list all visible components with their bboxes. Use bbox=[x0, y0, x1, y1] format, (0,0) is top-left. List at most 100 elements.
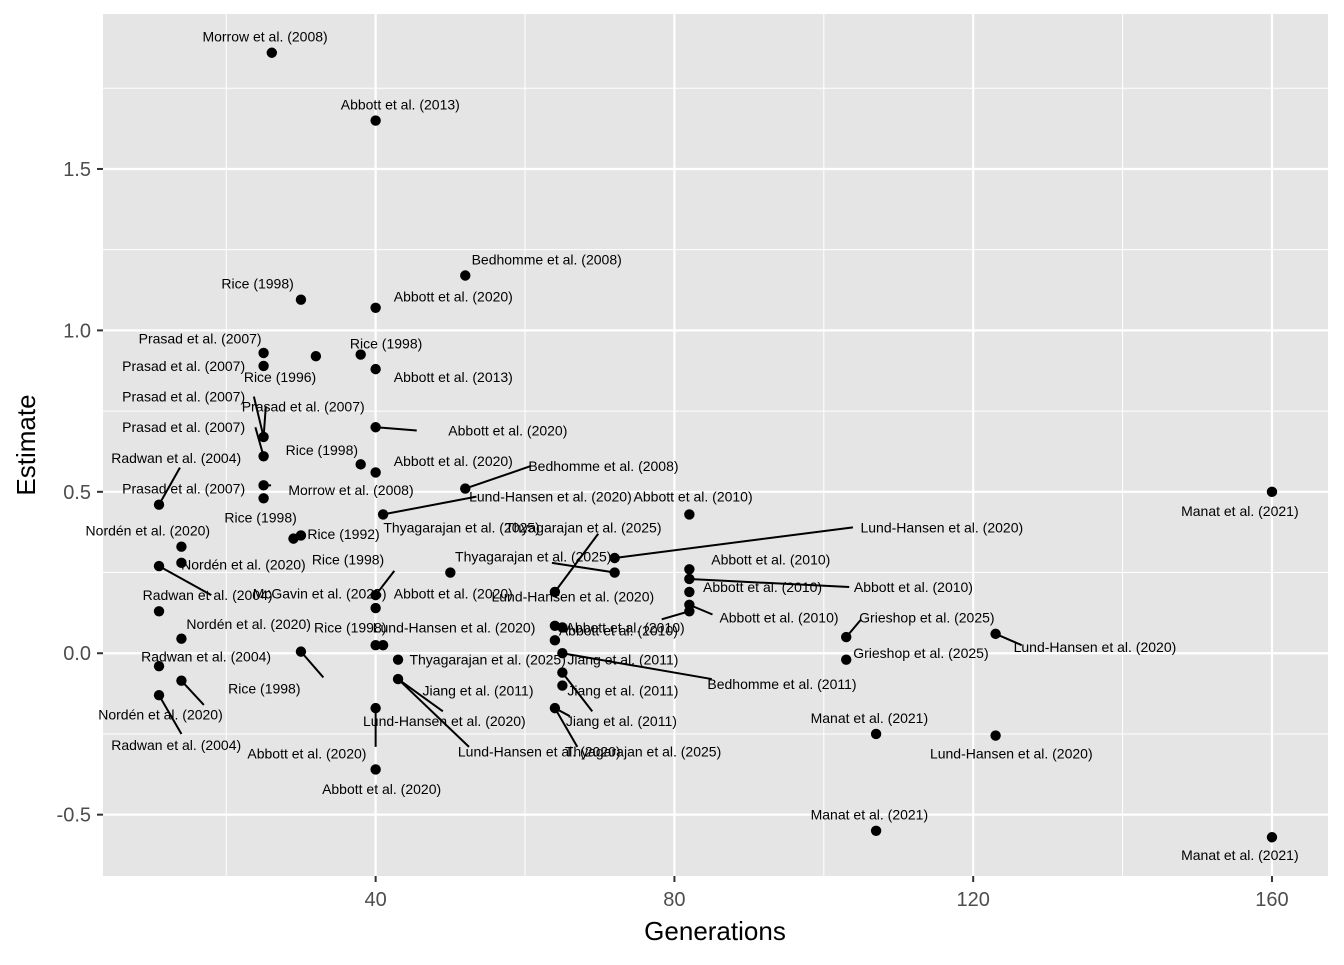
data-point bbox=[684, 573, 695, 585]
data-point-label: Radwan et al. (2004) bbox=[111, 737, 241, 753]
label-connector-line bbox=[562, 652, 712, 681]
data-point-label: Rice (1998) bbox=[286, 442, 358, 458]
data-point bbox=[460, 483, 471, 494]
label-connector-line bbox=[554, 533, 600, 593]
data-point-label: Abbott et al. (2013) bbox=[394, 369, 513, 385]
data-point bbox=[370, 639, 381, 651]
y-tick-label: 1.5 bbox=[63, 159, 91, 181]
data-point-label: Abbott et al. (2020) bbox=[322, 781, 441, 797]
data-point-label: Abbott et al. (2010) bbox=[711, 552, 830, 568]
y-tick-label: -0.5 bbox=[57, 805, 91, 827]
data-point-label: Jiang et al. (2011) bbox=[566, 713, 677, 729]
data-point bbox=[870, 825, 882, 837]
data-point bbox=[684, 606, 695, 617]
data-point-label: Thyagarajan et al. (2025) bbox=[505, 519, 661, 535]
data-point bbox=[370, 302, 381, 313]
data-point-label: Rice (1998) bbox=[224, 510, 296, 526]
data-point-label: Rice (1998) bbox=[312, 552, 384, 568]
data-point-label: Radwan et al. (2004) bbox=[143, 587, 273, 603]
data-point bbox=[370, 702, 381, 714]
data-point-label: Bedhomme et al. (2011) bbox=[707, 676, 856, 692]
data-point bbox=[370, 589, 381, 601]
y-tick-label: 1.0 bbox=[63, 320, 91, 342]
data-point bbox=[609, 552, 620, 564]
data-point bbox=[288, 533, 299, 544]
data-point-label: Manat et al. (2021) bbox=[811, 807, 929, 823]
label-connector-line bbox=[551, 561, 615, 574]
data-point-label: Thyagarajan et al. (2025) bbox=[409, 652, 565, 668]
data-point bbox=[549, 702, 561, 714]
data-point bbox=[557, 622, 568, 633]
data-point bbox=[1266, 486, 1278, 498]
data-point bbox=[684, 509, 695, 520]
data-point-label: Jiang et al. (2011) bbox=[422, 682, 533, 698]
data-point bbox=[153, 499, 165, 510]
data-point-label: Prasad et al. (2007) bbox=[122, 481, 245, 497]
data-point-label: Abbott et al. (2020) bbox=[394, 453, 513, 469]
label-connector-line bbox=[158, 694, 183, 735]
data-point bbox=[370, 764, 381, 775]
data-point bbox=[295, 294, 307, 305]
x-axis-title: Generations bbox=[644, 916, 786, 946]
data-point bbox=[460, 270, 471, 281]
data-point-label: Thyagarajan et al. (2025) bbox=[383, 519, 539, 535]
data-point bbox=[370, 602, 381, 614]
y-axis: -0.5 0.0 0.5 1.0 1.5 bbox=[57, 159, 103, 827]
data-point-label: Manat et al. (2021) bbox=[811, 710, 929, 726]
data-point bbox=[266, 47, 278, 58]
data-point bbox=[445, 567, 456, 578]
data-point-label: Prasad et al. (2007) bbox=[122, 419, 245, 435]
data-point-label: Abbott et al. (2020) bbox=[394, 586, 513, 602]
label-connector-line bbox=[397, 678, 444, 713]
data-point bbox=[549, 586, 561, 598]
data-point-label: Rice (1998) bbox=[314, 619, 386, 635]
data-point bbox=[258, 480, 269, 491]
data-point bbox=[370, 422, 381, 433]
data-point bbox=[549, 635, 561, 646]
data-point bbox=[609, 567, 620, 578]
data-point bbox=[841, 654, 852, 665]
label-connector-line bbox=[382, 495, 477, 516]
label-connector-line bbox=[300, 650, 325, 679]
data-point-label: Abbott et al. (2010) bbox=[634, 489, 753, 505]
data-point bbox=[377, 509, 389, 520]
data-point bbox=[258, 360, 269, 372]
x-tick-label: 80 bbox=[663, 889, 685, 911]
data-point-label: Prasad et al. (2007) bbox=[122, 358, 245, 374]
data-point bbox=[176, 541, 187, 552]
data-point-label: Prasad et al. (2007) bbox=[242, 398, 365, 414]
data-point-label: Rice (1992) bbox=[307, 526, 379, 542]
data-point-label: McGavin et al. (2025) bbox=[253, 586, 387, 602]
data-point bbox=[684, 564, 695, 575]
data-point-label: Nordén et al. (2020) bbox=[98, 707, 223, 723]
data-point bbox=[990, 730, 1001, 741]
data-point bbox=[310, 351, 322, 362]
label-connector-line bbox=[554, 707, 579, 748]
data-point-label: Lund-Hansen et al. (2020) bbox=[373, 619, 536, 635]
data-point-label: Abbott et al. (2020) bbox=[448, 422, 567, 438]
data-point-label: Abbott et al. (2020) bbox=[247, 745, 366, 761]
data-point-label: Morrow et al. (2008) bbox=[288, 482, 413, 498]
data-point bbox=[258, 431, 269, 443]
data-point bbox=[1266, 832, 1278, 843]
data-point bbox=[392, 654, 404, 665]
data-point bbox=[176, 557, 187, 569]
data-point bbox=[176, 633, 187, 644]
data-point-label: Manat et al. (2021) bbox=[1181, 503, 1299, 519]
data-point-label: Morrow et al. (2008) bbox=[202, 29, 327, 45]
data-point-label: Thyagarajan et al. (2025) bbox=[565, 744, 721, 760]
data-point bbox=[153, 690, 165, 701]
data-point-label: Radwan et al. (2004) bbox=[141, 648, 271, 664]
y-axis-title: Estimate bbox=[11, 394, 41, 495]
data-point-label: Bedhomme et al. (2008) bbox=[472, 251, 622, 267]
plot-panel bbox=[103, 14, 1328, 876]
data-point bbox=[370, 467, 381, 478]
label-connector-line bbox=[252, 396, 265, 438]
label-connector-line bbox=[614, 526, 854, 559]
data-point-label: Rice (1996) bbox=[244, 369, 316, 385]
data-point bbox=[557, 680, 568, 691]
label-connector-line bbox=[464, 465, 532, 490]
data-point bbox=[153, 560, 165, 572]
